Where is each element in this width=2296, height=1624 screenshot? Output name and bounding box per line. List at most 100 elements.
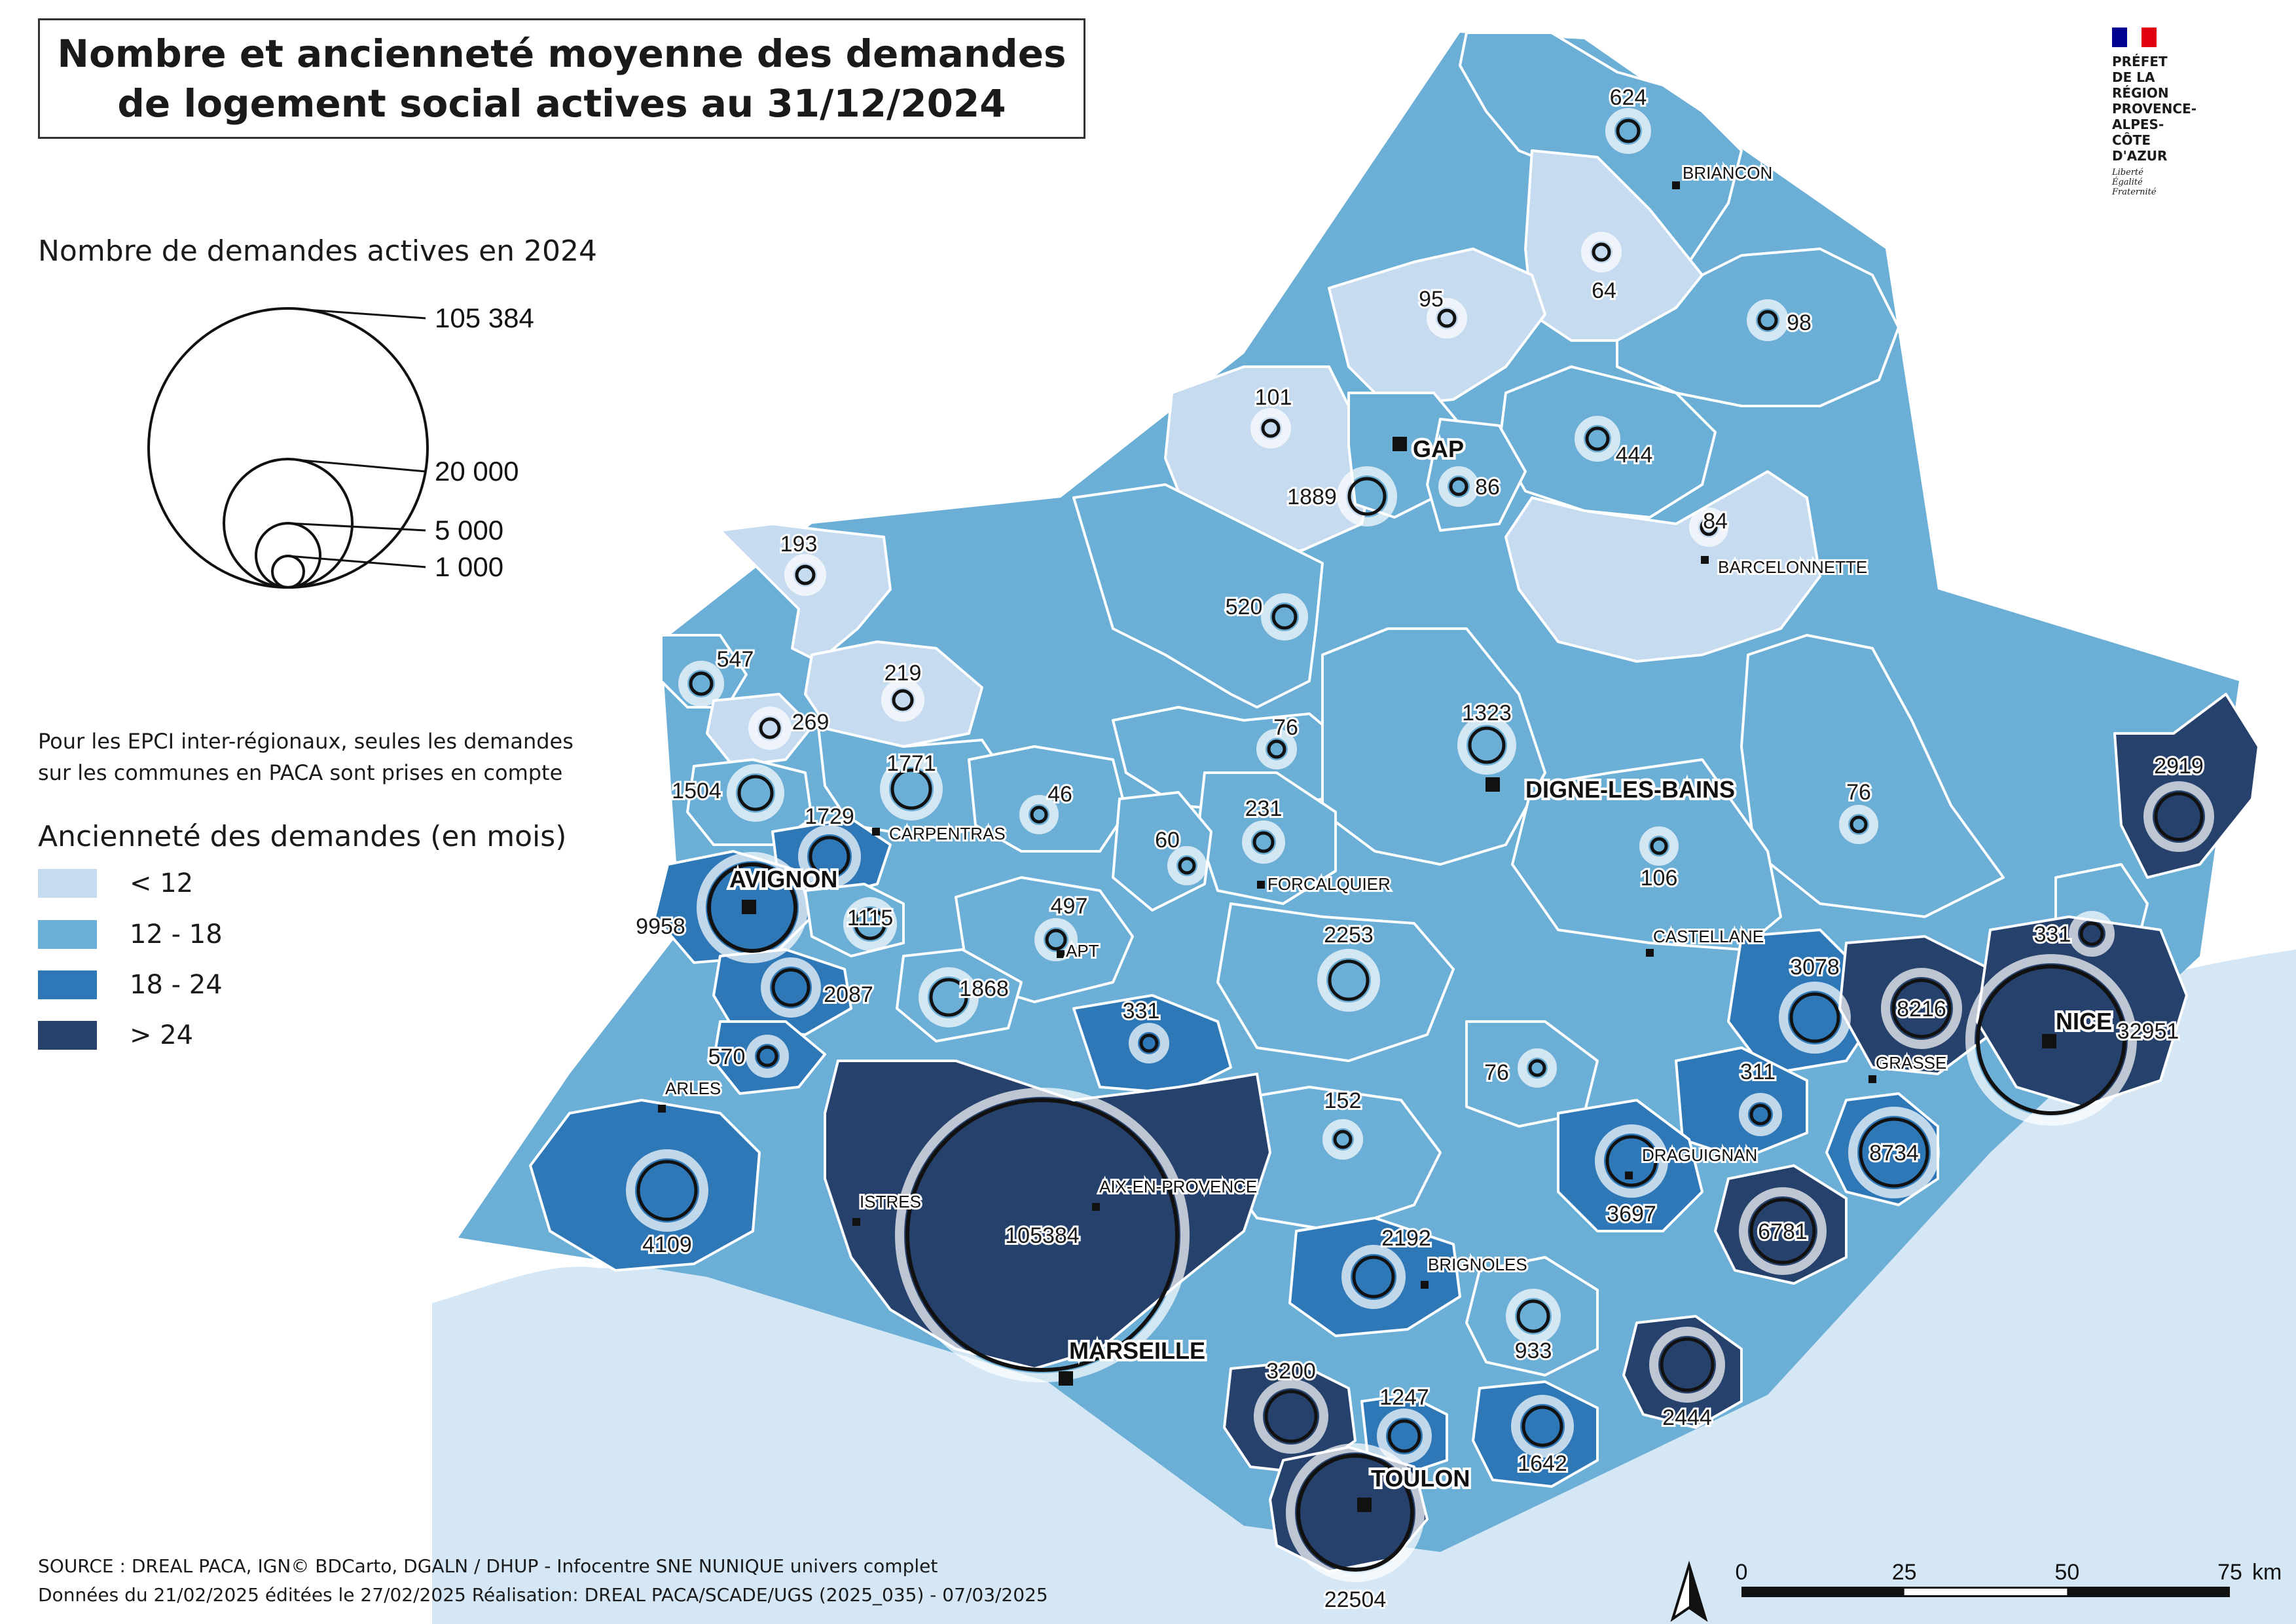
epci-area [529,1099,761,1272]
republic-motto: Liberté Égalité Fraternité [2112,168,2157,197]
symbol-halo [843,897,897,951]
flag-blue-stripe [2112,28,2127,47]
city-label: GRASSE [1876,1053,1946,1073]
demand-circle [1296,1454,1414,1572]
demand-label: 76 [1273,715,1298,740]
symbol-halo [1167,846,1207,885]
age-swatch-lt12 [38,869,97,898]
demand-circle [1859,1117,1929,1188]
demand-label: 1868 [959,976,1009,1001]
demand-circle [1616,119,1641,143]
age-label-12-18: 12 - 18 [130,919,223,950]
symbol-halo [1457,716,1516,775]
legend-size-label: 1 000 [435,551,503,582]
symbol-halo [1839,805,1878,844]
legend-leader-line [287,458,426,473]
demand-label: 3200 [1266,1359,1316,1384]
city-label: BRIGNOLES [1428,1255,1527,1274]
city-marker [2042,1034,2056,1048]
symbol-halo [1322,1119,1363,1160]
demand-circle [1139,1033,1159,1053]
legend-size-circle [147,307,429,589]
epci-area [1465,1256,1599,1376]
demand-label: 106 [1641,866,1678,891]
scale-bar-segment [1904,1589,2068,1595]
city-marker [1625,1172,1633,1179]
scale-bar: 0 25 50 75 km [1736,1560,2282,1597]
symbol-halo [798,825,861,888]
demand-circle [905,1098,1179,1372]
demand-label: 520 [1226,595,1263,619]
demand-circle [1264,1390,1318,1443]
symbol-halo [1427,298,1467,339]
symbol-halo [1639,826,1679,866]
demand-label: 46 [1048,782,1072,807]
city-label: BARCELONNETTE [1718,557,1867,577]
demand-circle [689,671,714,696]
legend-size-label: 105 384 [435,303,534,333]
demand-label: 84 [1703,509,1728,534]
scale-tick-label: 75 [2217,1560,2242,1585]
symbol-halo [784,554,826,596]
age-legend-item: < 12 [38,868,193,898]
age-swatch-gt24 [38,1021,97,1050]
scale-tick-label: 0 [1736,1560,1748,1585]
demand-circle [929,978,968,1017]
city-label: ISTRES [860,1192,921,1211]
demand-circle [1749,1198,1816,1264]
demand-label: 3697 [1607,1202,1656,1227]
symbol-halo [1689,507,1728,547]
sea-area [432,950,2296,1624]
demand-circle [1267,739,1286,759]
demand-label: 86 [1475,475,1500,500]
demand-label: 6781 [1758,1219,1808,1244]
demand-circle [707,862,797,953]
city-label: CARPENTRAS [889,824,1006,843]
city-marker [1646,949,1654,957]
demand-label: 2253 [1324,923,1374,948]
city-marker [1421,1281,1429,1289]
size-legend-title: Nombre de demandes actives en 2024 [38,234,597,268]
symbol-halo [1337,466,1397,526]
city-label: FORCALQUIER [1267,874,1391,894]
epci-area [1072,483,1324,709]
symbol-halo [1518,1048,1557,1088]
city-marker [658,1105,666,1113]
french-flag-icon [2112,28,2157,47]
demand-circle [1271,604,1298,630]
demand-circle [1660,1337,1715,1392]
symbol-halo [761,957,821,1018]
organization-name: PRÉFET DE LA RÉGION PROVENCE-ALPES- CÔTE… [2112,54,2197,164]
north-arrow-icon [1670,1560,1708,1622]
demand-circle [1976,965,2126,1115]
demand-circle [1650,837,1668,855]
demand-circle [737,775,774,811]
symbol-halo [895,1088,1190,1382]
city-marker [1057,950,1065,958]
epci-area [1216,902,1455,1062]
flag-red-stripe [2141,28,2157,47]
demand-circle [1757,310,1778,331]
demand-circle [1891,978,1952,1039]
symbol-halo [1438,466,1479,507]
epci-area [712,1020,826,1095]
demand-circle [1178,857,1196,875]
demand-label: 60 [1155,828,1180,853]
demand-circle [1850,815,1868,834]
city-label: APT [1066,941,1099,961]
epci-area [1504,470,1821,663]
symbol-halo [1881,968,1962,1049]
demand-label: 231 [1245,796,1283,821]
city-label: NICE [2056,1008,2112,1035]
city-marker [1393,437,1407,451]
demand-circle [1352,1255,1395,1299]
symbol-halo [1250,408,1291,449]
source-line: SOURCE : DREAL PACA, IGN© BDCarto, DGALN… [38,1555,938,1577]
symbol-halo [1019,795,1059,834]
demand-label: 2919 [2154,754,2204,779]
scale-tick-label: 50 [2054,1560,2079,1585]
demand-label: 8734 [1869,1141,1919,1166]
demand-circle [1749,1103,1772,1126]
demand-label: 2192 [1381,1226,1431,1251]
demand-circle [890,768,932,810]
